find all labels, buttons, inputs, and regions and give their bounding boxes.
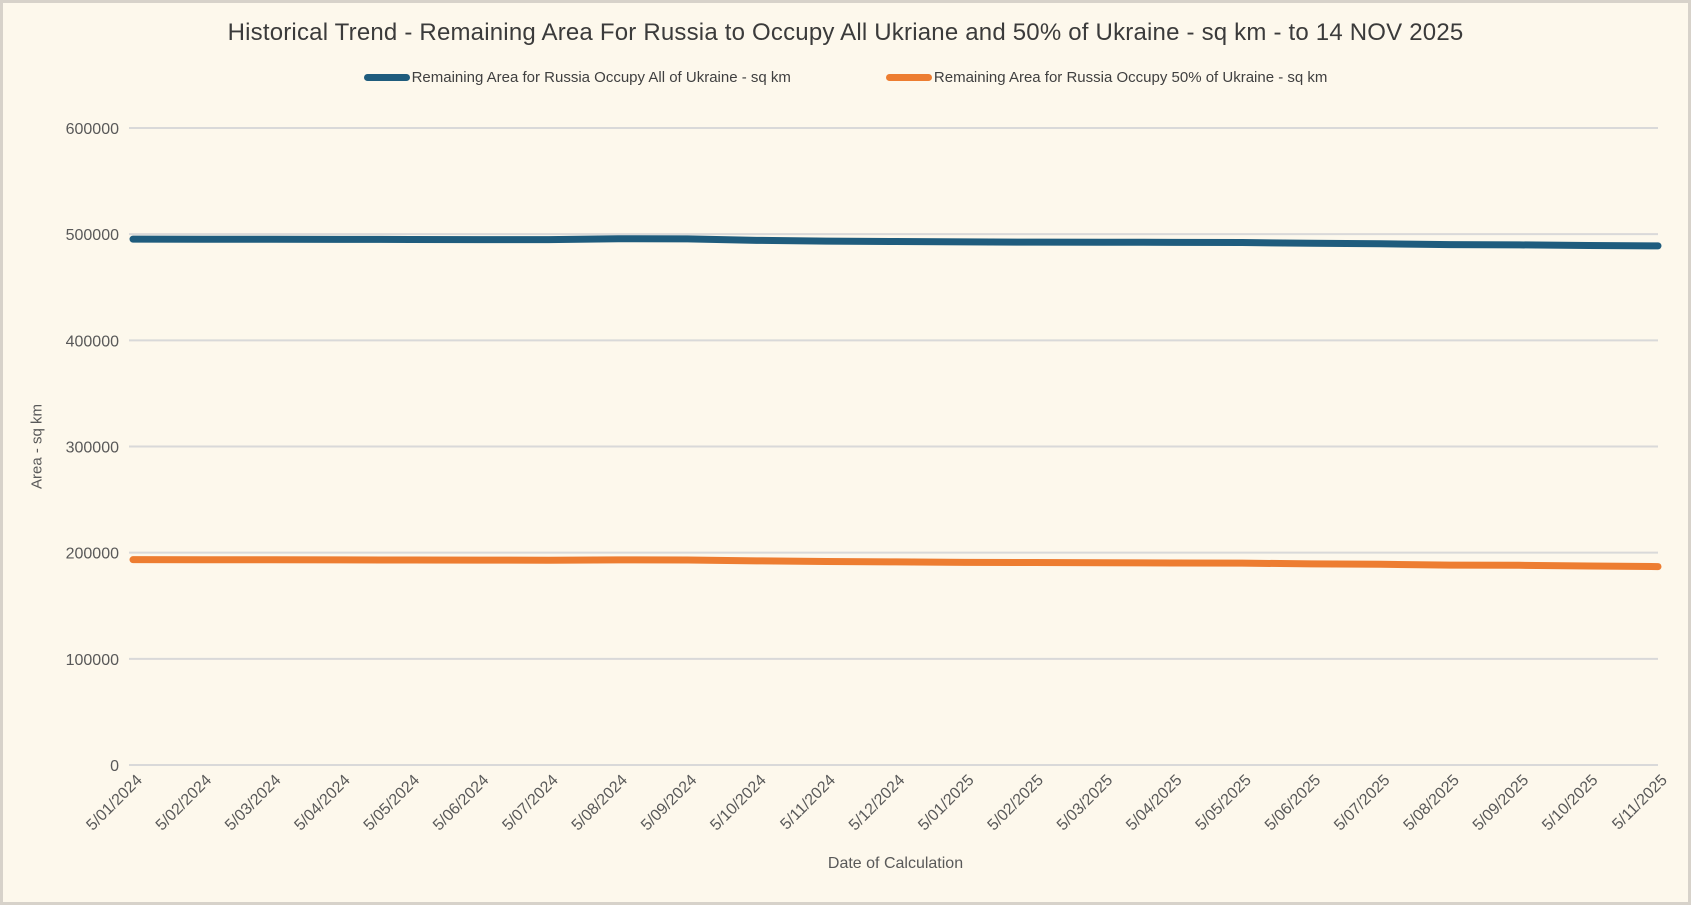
y-tick-label: 0 (110, 758, 119, 775)
x-tick-label: 5/10/2025 (1539, 772, 1601, 834)
x-tick-label: 5/02/2025 (985, 772, 1047, 834)
x-tick-label: 5/05/2025 (1193, 772, 1255, 834)
x-tick-label: 5/12/2024 (846, 772, 908, 834)
legend: Remaining Area for Russia Occupy All of … (3, 69, 1688, 86)
legend-swatch-all-ukraine (363, 74, 410, 81)
x-tick-label: 5/09/2025 (1470, 772, 1532, 834)
legend-swatch-50pct-ukraine (885, 74, 932, 81)
x-tick-label: 5/10/2024 (707, 772, 769, 834)
y-axis-title: Area - sq km (28, 403, 46, 490)
y-tick-label: 600000 (66, 121, 119, 138)
y-tick-label: 400000 (66, 333, 119, 350)
x-tick-label: 5/01/2025 (915, 772, 977, 834)
x-tick-label: 5/02/2024 (153, 772, 215, 834)
chart-title: Historical Trend - Remaining Area For Ru… (227, 19, 1464, 46)
x-tick-label: 5/03/2025 (1054, 772, 1116, 834)
x-tick-label: 5/06/2024 (430, 772, 492, 834)
x-tick-label: 5/08/2024 (569, 772, 631, 834)
x-tick-label: 5/05/2024 (361, 772, 423, 834)
x-tick-label: 5/04/2025 (1123, 772, 1185, 834)
x-tick-label: 5/03/2024 (222, 772, 284, 834)
legend-item-all-ukraine: Remaining Area for Russia Occupy All of … (363, 69, 791, 86)
y-tick-label: 300000 (66, 440, 119, 457)
x-tick-label: 5/01/2024 (83, 772, 145, 834)
y-tick-label: 500000 (66, 227, 119, 244)
x-tick-label: 5/07/2024 (499, 772, 561, 834)
legend-item-50pct-ukraine: Remaining Area for Russia Occupy 50% of … (885, 69, 1328, 86)
legend-label-all-ukraine: Remaining Area for Russia Occupy All of … (411, 69, 791, 86)
x-tick-label: 5/04/2024 (291, 772, 353, 834)
x-axis-title: Date of Calculation (827, 855, 964, 872)
x-tick-label: 5/11/2025 (1609, 772, 1671, 834)
x-tick-label: 5/07/2025 (1331, 772, 1393, 834)
x-tick-label: 5/06/2025 (1262, 772, 1324, 834)
series-line-0 (129, 235, 1662, 250)
x-tick-label: 5/09/2024 (638, 772, 700, 834)
plot-area: 0 100000 200000 300000 400000 500000 600000 5/0… (66, 121, 1671, 834)
y-tick-label: 200000 (66, 546, 119, 563)
legend-label-50pct-ukraine: Remaining Area for Russia Occupy 50% of … (933, 69, 1328, 86)
y-tick-label: 100000 (66, 652, 119, 669)
x-tick-label: 5/08/2025 (1401, 772, 1463, 834)
x-tick-label: 5/11/2024 (777, 772, 839, 834)
series-line-1 (129, 556, 1662, 571)
